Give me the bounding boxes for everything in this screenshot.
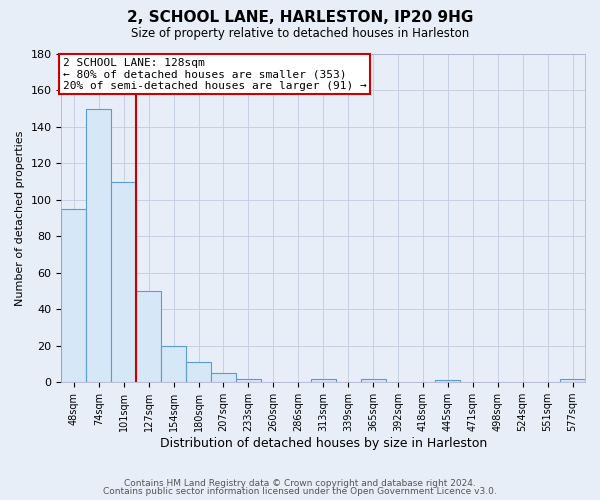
Text: 2 SCHOOL LANE: 128sqm
← 80% of detached houses are smaller (353)
20% of semi-det: 2 SCHOOL LANE: 128sqm ← 80% of detached …	[62, 58, 367, 91]
Bar	[111, 182, 136, 382]
Bar	[560, 378, 585, 382]
Bar	[86, 108, 111, 382]
Text: 2, SCHOOL LANE, HARLESTON, IP20 9HG: 2, SCHOOL LANE, HARLESTON, IP20 9HG	[127, 10, 473, 25]
Bar	[161, 346, 186, 382]
Bar	[136, 291, 161, 382]
Bar	[311, 378, 335, 382]
Bar	[236, 378, 261, 382]
Bar	[211, 373, 236, 382]
Bar	[186, 362, 211, 382]
Bar	[61, 209, 86, 382]
X-axis label: Distribution of detached houses by size in Harleston: Distribution of detached houses by size …	[160, 437, 487, 450]
Text: Size of property relative to detached houses in Harleston: Size of property relative to detached ho…	[131, 28, 469, 40]
Y-axis label: Number of detached properties: Number of detached properties	[15, 130, 25, 306]
Text: Contains public sector information licensed under the Open Government Licence v3: Contains public sector information licen…	[103, 487, 497, 496]
Bar	[361, 378, 386, 382]
Bar	[436, 380, 460, 382]
Text: Contains HM Land Registry data © Crown copyright and database right 2024.: Contains HM Land Registry data © Crown c…	[124, 478, 476, 488]
